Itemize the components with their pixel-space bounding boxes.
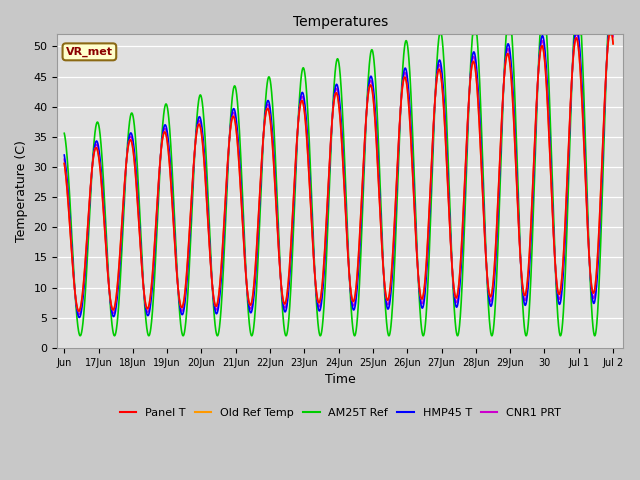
CNR1 PRT [540,41,547,47]
Panel T [609,41,617,47]
AM25T Ref [60,131,68,136]
Old Ref Temp [540,47,547,53]
AM25T Ref [599,180,607,186]
Old Ref Temp [60,161,68,167]
HMP45 T [571,32,579,37]
AM25T Ref [295,108,303,114]
Legend: Panel T, Old Ref Temp, AM25T Ref, HMP45 T, CNR1 PRT: Panel T, Old Ref Temp, AM25T Ref, HMP45 … [115,404,566,422]
Panel T [605,32,613,37]
AM25T Ref [609,32,617,37]
Line: Panel T: Panel T [64,35,613,311]
Line: AM25T Ref: AM25T Ref [64,35,613,336]
Title: Temperatures: Temperatures [292,15,388,29]
CNR1 PRT [123,152,131,157]
HMP45 T [609,32,617,37]
Old Ref Temp [123,152,131,158]
HMP45 T [271,171,279,177]
Panel T [60,161,68,167]
CNR1 PRT [609,34,617,40]
Panel T [271,181,279,187]
Panel T [156,164,163,170]
Old Ref Temp [156,164,163,170]
Panel T [123,152,131,158]
AM25T Ref [436,32,444,37]
CNR1 PRT [76,312,83,317]
Old Ref Temp [271,181,279,187]
AM25T Ref [271,144,279,150]
HMP45 T [599,152,607,158]
Line: Old Ref Temp: Old Ref Temp [64,35,613,311]
X-axis label: Time: Time [325,373,356,386]
Panel T [540,47,547,53]
Text: VR_met: VR_met [66,47,113,57]
AM25T Ref [145,333,153,339]
Panel T [75,308,83,314]
HMP45 T [60,152,68,158]
Old Ref Temp [605,32,613,37]
HMP45 T [540,35,547,41]
HMP45 T [156,166,163,172]
HMP45 T [295,113,303,119]
CNR1 PRT [60,156,68,162]
Old Ref Temp [75,308,83,314]
Line: HMP45 T: HMP45 T [64,35,613,317]
AM25T Ref [540,32,547,37]
Y-axis label: Temperature (C): Temperature (C) [15,140,28,242]
HMP45 T [76,314,83,320]
AM25T Ref [123,152,131,157]
Old Ref Temp [609,41,617,47]
Panel T [295,114,303,120]
CNR1 PRT [572,32,580,37]
CNR1 PRT [599,147,607,153]
Old Ref Temp [295,114,303,120]
CNR1 PRT [271,177,279,182]
Panel T [598,147,606,153]
AM25T Ref [156,172,163,178]
CNR1 PRT [295,113,303,119]
Old Ref Temp [598,147,606,153]
HMP45 T [123,151,131,157]
Line: CNR1 PRT: CNR1 PRT [64,35,613,314]
CNR1 PRT [156,165,163,171]
